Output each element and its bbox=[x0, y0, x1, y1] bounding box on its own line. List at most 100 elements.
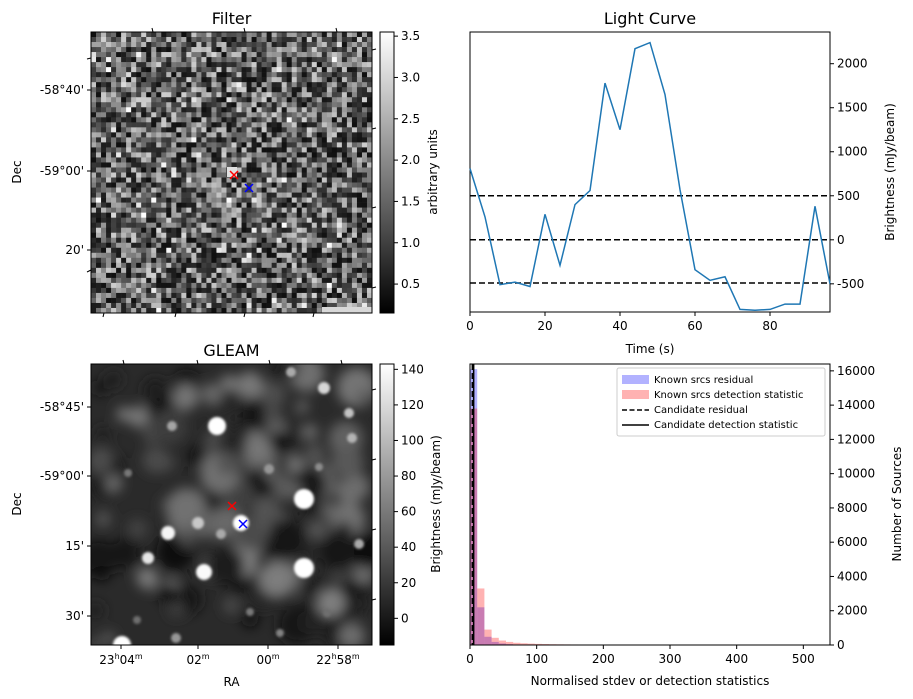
legend-label-candidate-detection: Candidate detection statistic bbox=[654, 420, 798, 431]
histogram-panel: 0 100 200 300 400 500 0 2000 4000 6000 8000 10000 1… bbox=[466, 363, 904, 688]
light-curve-frame bbox=[469, 31, 831, 313]
legend-swatch-known-residual bbox=[622, 375, 649, 384]
gleam-marker-red bbox=[227, 501, 237, 511]
gleam-y-tick-label: 30' bbox=[65, 609, 84, 623]
filter-marker-red bbox=[229, 170, 239, 180]
histogram-bar bbox=[498, 640, 506, 645]
light-curve-thresholds bbox=[470, 195, 830, 284]
histogram-bar bbox=[534, 643, 542, 645]
filter-title: Filter bbox=[212, 9, 252, 28]
colorbar-tick-label: 2.5 bbox=[401, 112, 420, 126]
light-curve-y-tick-label: 0 bbox=[837, 233, 845, 247]
histogram-bar bbox=[527, 643, 535, 645]
gleam-y-tick-label: -58°45' bbox=[40, 400, 84, 414]
filter-y-tick-label: 20' bbox=[65, 243, 84, 257]
gleam-title: GLEAM bbox=[203, 341, 259, 360]
colorbar-tick-label: 140 bbox=[401, 362, 424, 376]
filter-colorbar-label: arbitrary units bbox=[426, 129, 440, 215]
gleam-y-tick-label: 15' bbox=[65, 539, 84, 553]
colorbar-tick-label: 20 bbox=[401, 576, 416, 590]
light-curve-y-tick-label: 500 bbox=[837, 189, 860, 203]
colorbar-tick-label: 80 bbox=[401, 469, 416, 483]
filter-frame bbox=[90, 31, 373, 314]
colorbar-tick-label: 60 bbox=[401, 505, 416, 519]
colorbar-tick-label: 40 bbox=[401, 540, 416, 554]
colorbar-tick-label: 2.0 bbox=[401, 153, 420, 167]
light-curve-x-tick-label: 0 bbox=[466, 319, 474, 333]
histogram-x-tick-label: 400 bbox=[725, 652, 748, 666]
gleam-colorbar bbox=[379, 363, 395, 646]
filter-y-ticks: -58°40' -59°00' 20' bbox=[40, 83, 91, 257]
filter-colorbar bbox=[379, 31, 395, 314]
histogram-y-tick-label: 2000 bbox=[837, 604, 868, 618]
light-curve-y-tick-label: 2000 bbox=[837, 57, 868, 71]
histogram-bar bbox=[477, 607, 485, 645]
light-curve-title: Light Curve bbox=[604, 9, 696, 28]
light-curve-panel: Light Curve 0 20 40 60 80 -500 0 500 1000 1500 20… bbox=[466, 9, 897, 356]
histogram-candidate-lines bbox=[471, 364, 475, 645]
histogram-bar bbox=[484, 629, 492, 645]
histogram-y-tick-label: 12000 bbox=[837, 432, 875, 446]
light-curve-x-tick-label: 20 bbox=[537, 319, 552, 333]
histogram-legend: Known srcs residual Known srcs detection… bbox=[616, 367, 826, 437]
histogram-x-tick-label: 500 bbox=[792, 652, 815, 666]
filter-panel: Filter -58°40' -59°00' 20' Dec 0.5 1.0 1.5 2.… bbox=[10, 9, 440, 318]
histogram-x-ticks: 0 100 200 300 400 500 bbox=[466, 645, 815, 666]
histogram-x-tick-label: 100 bbox=[525, 652, 548, 666]
colorbar-tick-label: 3.0 bbox=[401, 70, 420, 84]
filter-markers bbox=[229, 170, 254, 193]
gleam-image bbox=[91, 364, 372, 645]
gleam-x-tick-label: 23h04m bbox=[99, 652, 143, 667]
gleam-y-tick-label: -59°00' bbox=[40, 469, 84, 483]
colorbar-tick-label: 3.5 bbox=[401, 29, 420, 43]
histogram-y-tick-label: 8000 bbox=[837, 501, 868, 515]
light-curve-series bbox=[469, 41, 831, 311]
light-curve-line bbox=[469, 41, 831, 311]
histogram-bar bbox=[477, 588, 485, 645]
histogram-y-tick-label: 14000 bbox=[837, 398, 875, 412]
light-curve-ylabel: Brightness (mJy/beam) bbox=[883, 103, 897, 241]
filter-marker-blue bbox=[244, 183, 254, 193]
gleam-y-ticks: -58°45' -59°00' 15' 30' bbox=[40, 400, 91, 623]
light-curve-y-ticks: -500 0 500 1000 1500 2000 bbox=[830, 57, 868, 291]
histogram-ylabel: Number of Sources bbox=[890, 447, 904, 562]
histogram-bar bbox=[513, 642, 521, 645]
light-curve-x-tick-label: 40 bbox=[612, 319, 627, 333]
gleam-panel: GLEAM -58°45'-59°00'15'30' 23h04m 02m 00m 2… bbox=[10, 341, 443, 689]
histogram-x-tick-label: 300 bbox=[659, 652, 682, 666]
histogram-y-tick-label: 0 bbox=[837, 638, 845, 652]
light-curve-y-tick-label: 1500 bbox=[837, 101, 868, 115]
light-curve-x-tick-label: 80 bbox=[762, 319, 777, 333]
gleam-frame bbox=[90, 363, 373, 646]
gleam-colorbar-label: Brightness (mJy/beam) bbox=[429, 435, 443, 573]
light-curve-x-ticks: 0 20 40 60 80 bbox=[466, 312, 778, 333]
histogram-bar bbox=[491, 641, 499, 645]
colorbar-tick-label: 100 bbox=[401, 433, 424, 447]
histogram-frame bbox=[469, 363, 831, 646]
filter-colorbar-ticks: 0.5 1.0 1.5 2.0 2.5 3.0 3.5 bbox=[394, 29, 420, 291]
gleam-marker-blue bbox=[238, 519, 248, 529]
filter-y-tick-label: -58°40' bbox=[40, 83, 84, 97]
histogram-y-tick-label: 10000 bbox=[837, 467, 875, 481]
histogram-bar bbox=[520, 643, 528, 645]
gleam-x-tick-label: 02m bbox=[186, 652, 209, 667]
histogram-y-ticks: 0 2000 4000 6000 8000 10000 12000 14000 16000 bbox=[830, 364, 875, 652]
legend-swatch-known-detection bbox=[622, 390, 649, 399]
histogram-bar bbox=[484, 636, 492, 645]
light-curve-y-tick-label: -500 bbox=[837, 277, 864, 291]
histogram-y-tick-label: 16000 bbox=[837, 364, 875, 378]
histogram-xlabel: Normalised stdev or detection statistics bbox=[531, 674, 770, 688]
colorbar-tick-label: 1.0 bbox=[401, 236, 420, 250]
histogram-y-tick-label: 4000 bbox=[837, 569, 868, 583]
colorbar-tick-label: 1.5 bbox=[401, 194, 420, 208]
legend-label-known-detection: Known srcs detection statistic bbox=[654, 390, 803, 401]
histogram-y-tick-label: 6000 bbox=[837, 535, 868, 549]
filter-ylabel: Dec bbox=[10, 160, 24, 183]
colorbar-tick-label: 0 bbox=[401, 611, 409, 625]
gleam-x-ticks: 23h04m 02m 00m 22h58m bbox=[99, 645, 360, 667]
light-curve-x-tick-label: 60 bbox=[687, 319, 702, 333]
gleam-edge-ticks bbox=[122, 359, 377, 601]
gleam-markers bbox=[227, 501, 248, 529]
colorbar-tick-label: 120 bbox=[401, 398, 424, 412]
